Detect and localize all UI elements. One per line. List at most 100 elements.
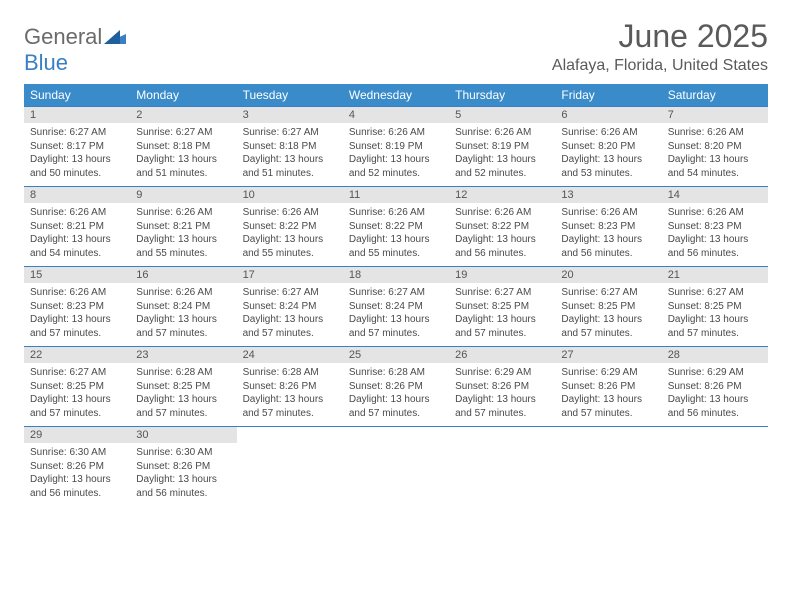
sunrise-line: Sunrise: 6:26 AM: [668, 126, 762, 140]
daylight-line: Daylight: 13 hours and 52 minutes.: [455, 153, 549, 180]
day-number: 10: [237, 187, 343, 203]
sunrise-line: Sunrise: 6:30 AM: [30, 446, 124, 460]
day-cell: 15Sunrise: 6:26 AMSunset: 8:23 PMDayligh…: [24, 267, 130, 347]
sunrise-line: Sunrise: 6:26 AM: [30, 206, 124, 220]
day-cell: 28Sunrise: 6:29 AMSunset: 8:26 PMDayligh…: [662, 347, 768, 427]
day-content: Sunrise: 6:26 AMSunset: 8:21 PMDaylight:…: [24, 203, 130, 266]
sunrise-line: Sunrise: 6:26 AM: [243, 206, 337, 220]
day-cell: 24Sunrise: 6:28 AMSunset: 8:26 PMDayligh…: [237, 347, 343, 427]
day-number: 2: [130, 107, 236, 123]
sunset-line: Sunset: 8:20 PM: [561, 140, 655, 154]
sunrise-line: Sunrise: 6:27 AM: [561, 286, 655, 300]
day-cell: 11Sunrise: 6:26 AMSunset: 8:22 PMDayligh…: [343, 187, 449, 267]
week-row: 15Sunrise: 6:26 AMSunset: 8:23 PMDayligh…: [24, 267, 768, 347]
day-content: Sunrise: 6:27 AMSunset: 8:25 PMDaylight:…: [662, 283, 768, 346]
day-content: Sunrise: 6:26 AMSunset: 8:22 PMDaylight:…: [237, 203, 343, 266]
day-content: Sunrise: 6:26 AMSunset: 8:24 PMDaylight:…: [130, 283, 236, 346]
sunrise-line: Sunrise: 6:27 AM: [455, 286, 549, 300]
sunrise-line: Sunrise: 6:26 AM: [349, 206, 443, 220]
day-cell: 25Sunrise: 6:28 AMSunset: 8:26 PMDayligh…: [343, 347, 449, 427]
day-number: 11: [343, 187, 449, 203]
sunrise-line: Sunrise: 6:26 AM: [561, 126, 655, 140]
daylight-line: Daylight: 13 hours and 57 minutes.: [455, 313, 549, 340]
day-number: 20: [555, 267, 661, 283]
daylight-line: Daylight: 13 hours and 57 minutes.: [30, 313, 124, 340]
day-cell: 13Sunrise: 6:26 AMSunset: 8:23 PMDayligh…: [555, 187, 661, 267]
day-cell: 23Sunrise: 6:28 AMSunset: 8:25 PMDayligh…: [130, 347, 236, 427]
day-cell: 4Sunrise: 6:26 AMSunset: 8:19 PMDaylight…: [343, 107, 449, 187]
daylight-line: Daylight: 13 hours and 51 minutes.: [136, 153, 230, 180]
day-cell: 20Sunrise: 6:27 AMSunset: 8:25 PMDayligh…: [555, 267, 661, 347]
sunrise-line: Sunrise: 6:27 AM: [243, 126, 337, 140]
sunset-line: Sunset: 8:24 PM: [136, 300, 230, 314]
day-header-thursday: Thursday: [449, 84, 555, 107]
day-number: 15: [24, 267, 130, 283]
sunrise-line: Sunrise: 6:26 AM: [136, 286, 230, 300]
daylight-line: Daylight: 13 hours and 54 minutes.: [30, 233, 124, 260]
daylight-line: Daylight: 13 hours and 57 minutes.: [455, 393, 549, 420]
sunset-line: Sunset: 8:22 PM: [349, 220, 443, 234]
sunset-line: Sunset: 8:23 PM: [30, 300, 124, 314]
sunrise-line: Sunrise: 6:26 AM: [30, 286, 124, 300]
sunset-line: Sunset: 8:25 PM: [30, 380, 124, 394]
daylight-line: Daylight: 13 hours and 51 minutes.: [243, 153, 337, 180]
sunset-line: Sunset: 8:26 PM: [668, 380, 762, 394]
sunrise-line: Sunrise: 6:28 AM: [243, 366, 337, 380]
day-number: 8: [24, 187, 130, 203]
day-cell: 21Sunrise: 6:27 AMSunset: 8:25 PMDayligh…: [662, 267, 768, 347]
day-number: 5: [449, 107, 555, 123]
sunrise-line: Sunrise: 6:27 AM: [30, 366, 124, 380]
day-number: 22: [24, 347, 130, 363]
day-header-saturday: Saturday: [662, 84, 768, 107]
sunset-line: Sunset: 8:19 PM: [455, 140, 549, 154]
day-number: 17: [237, 267, 343, 283]
page-header: General Blue June 2025 Alafaya, Florida,…: [24, 18, 768, 76]
logo: General Blue: [24, 18, 126, 76]
daylight-line: Daylight: 13 hours and 56 minutes.: [561, 233, 655, 260]
sunset-line: Sunset: 8:26 PM: [455, 380, 549, 394]
day-number: 28: [662, 347, 768, 363]
day-number: 7: [662, 107, 768, 123]
title-block: June 2025 Alafaya, Florida, United State…: [552, 18, 768, 75]
day-cell: 6Sunrise: 6:26 AMSunset: 8:20 PMDaylight…: [555, 107, 661, 187]
sunrise-line: Sunrise: 6:26 AM: [455, 126, 549, 140]
day-content: Sunrise: 6:29 AMSunset: 8:26 PMDaylight:…: [662, 363, 768, 426]
month-title: June 2025: [552, 18, 768, 55]
sunrise-line: Sunrise: 6:26 AM: [455, 206, 549, 220]
sunset-line: Sunset: 8:18 PM: [136, 140, 230, 154]
day-content: Sunrise: 6:26 AMSunset: 8:19 PMDaylight:…: [449, 123, 555, 186]
sunrise-line: Sunrise: 6:26 AM: [349, 126, 443, 140]
day-cell: 29Sunrise: 6:30 AMSunset: 8:26 PMDayligh…: [24, 427, 130, 507]
sunset-line: Sunset: 8:26 PM: [349, 380, 443, 394]
day-header-monday: Monday: [130, 84, 236, 107]
sunrise-line: Sunrise: 6:27 AM: [136, 126, 230, 140]
empty-day-cell: [449, 427, 555, 507]
sunset-line: Sunset: 8:25 PM: [455, 300, 549, 314]
day-number: 14: [662, 187, 768, 203]
day-content: Sunrise: 6:26 AMSunset: 8:23 PMDaylight:…: [24, 283, 130, 346]
sunset-line: Sunset: 8:20 PM: [668, 140, 762, 154]
daylight-line: Daylight: 13 hours and 55 minutes.: [243, 233, 337, 260]
daylight-line: Daylight: 13 hours and 56 minutes.: [668, 393, 762, 420]
sunrise-line: Sunrise: 6:29 AM: [561, 366, 655, 380]
day-number: 19: [449, 267, 555, 283]
day-content: Sunrise: 6:26 AMSunset: 8:20 PMDaylight:…: [662, 123, 768, 186]
day-header-friday: Friday: [555, 84, 661, 107]
day-cell: 3Sunrise: 6:27 AMSunset: 8:18 PMDaylight…: [237, 107, 343, 187]
day-number: 9: [130, 187, 236, 203]
sunrise-line: Sunrise: 6:27 AM: [243, 286, 337, 300]
daylight-line: Daylight: 13 hours and 53 minutes.: [561, 153, 655, 180]
day-content: Sunrise: 6:27 AMSunset: 8:18 PMDaylight:…: [130, 123, 236, 186]
daylight-line: Daylight: 13 hours and 55 minutes.: [136, 233, 230, 260]
daylight-line: Daylight: 13 hours and 54 minutes.: [668, 153, 762, 180]
day-header-wednesday: Wednesday: [343, 84, 449, 107]
day-content: Sunrise: 6:27 AMSunset: 8:25 PMDaylight:…: [24, 363, 130, 426]
day-cell: 12Sunrise: 6:26 AMSunset: 8:22 PMDayligh…: [449, 187, 555, 267]
sunset-line: Sunset: 8:21 PM: [30, 220, 124, 234]
daylight-line: Daylight: 13 hours and 56 minutes.: [30, 473, 124, 500]
day-content: Sunrise: 6:26 AMSunset: 8:23 PMDaylight:…: [662, 203, 768, 266]
day-number: 13: [555, 187, 661, 203]
day-content: Sunrise: 6:28 AMSunset: 8:26 PMDaylight:…: [237, 363, 343, 426]
day-content: Sunrise: 6:29 AMSunset: 8:26 PMDaylight:…: [449, 363, 555, 426]
daylight-line: Daylight: 13 hours and 57 minutes.: [243, 313, 337, 340]
